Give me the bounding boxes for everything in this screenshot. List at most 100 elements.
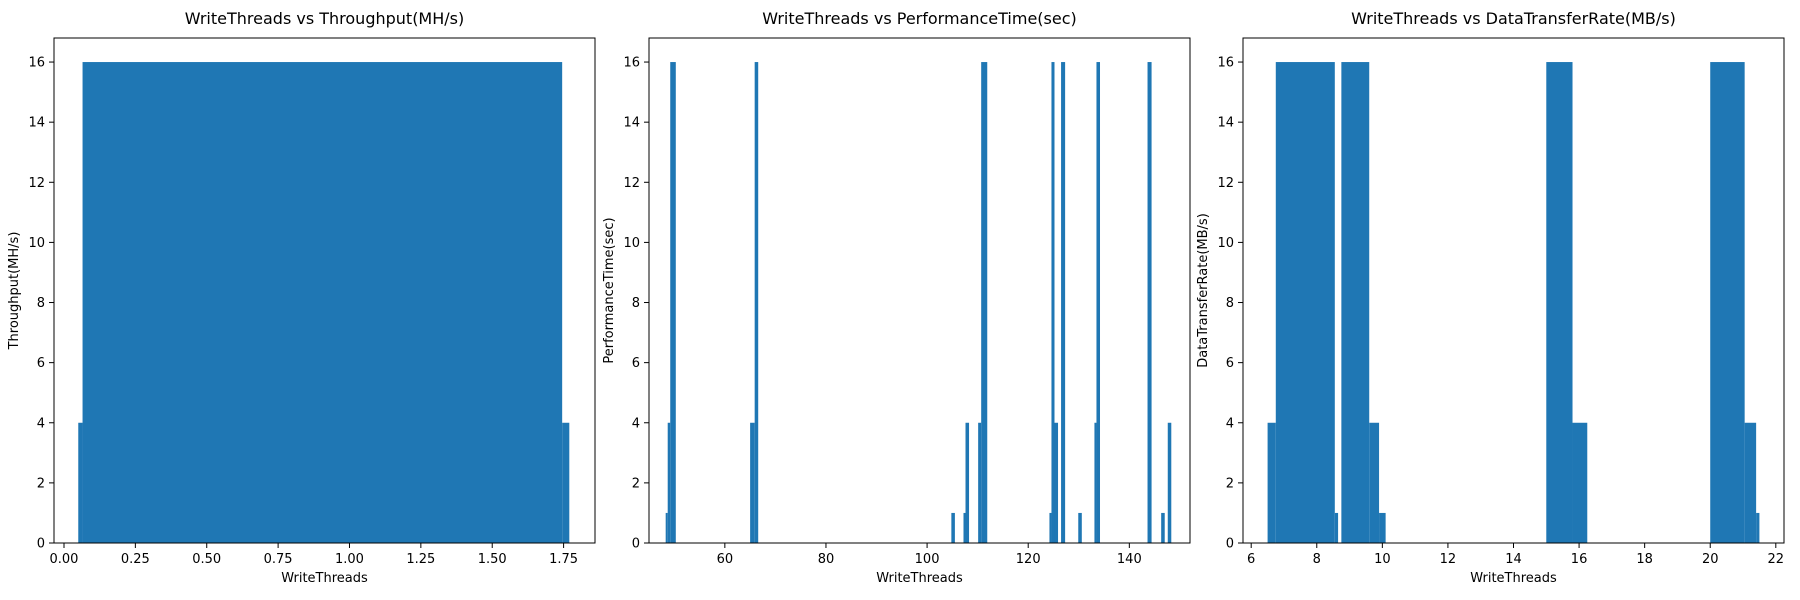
chart-panel-3: 6 8 10 12 14 16 18 20 22 0 2 4 6 8 10 12 14 16 WriteThread…: [1196, 9, 1785, 586]
bar: [562, 422, 570, 543]
y-tick-label: 14: [28, 116, 45, 131]
bar: [1094, 422, 1097, 543]
bar: [1051, 62, 1055, 544]
y-tick-label: 16: [28, 56, 45, 71]
bar: [1147, 62, 1152, 544]
bar: [1710, 62, 1745, 544]
y-tick-label: 16: [1217, 56, 1234, 71]
y-tick-label: 10: [28, 236, 45, 251]
bar: [1572, 422, 1588, 543]
bar: [978, 422, 982, 543]
x-tick-label: 14: [1505, 552, 1522, 567]
bar: [667, 422, 671, 543]
bar: [1756, 512, 1760, 543]
bars: [1267, 62, 1760, 544]
bar: [670, 62, 676, 544]
y-tick-label: 4: [37, 416, 45, 431]
y-tick-label: 8: [37, 296, 45, 311]
y-tick-label: 8: [632, 296, 640, 311]
chart-panel-1: 0.00 0.25 0.50 0.75 1.00 1.25 1.50 1.75 0 2 4 6 8 10 1…: [7, 9, 596, 586]
x-tick-label: 0.50: [192, 552, 221, 567]
bar: [1267, 422, 1276, 543]
y-tick-label: 6: [632, 356, 640, 371]
bar: [1379, 512, 1386, 543]
bar: [1341, 62, 1370, 544]
y-tick-label: 0: [37, 537, 45, 552]
chart-title: WriteThreads vs DataTransferRate(MB/s): [1351, 9, 1676, 28]
bar: [1334, 512, 1339, 543]
y-tick-label: 8: [1226, 296, 1234, 311]
x-axis-label: WriteThreads: [1470, 571, 1557, 586]
x-tick-label: 8: [1313, 552, 1321, 567]
chart-title: WriteThreads vs PerformanceTime(sec): [762, 9, 1077, 28]
x-tick-label: 22: [1768, 552, 1785, 567]
x-axis-label: WriteThreads: [281, 571, 368, 586]
x-tick-label: 18: [1636, 552, 1653, 567]
x-tick-label: 1.75: [549, 552, 578, 567]
x-tick-label: 6: [1247, 552, 1255, 567]
x-tick-label: 1.50: [478, 552, 507, 567]
x-tick-label: 120: [1016, 552, 1041, 567]
bar: [1061, 62, 1066, 544]
chart-title: WriteThreads vs Throughput(MH/s): [185, 9, 464, 28]
y-tick-label: 4: [632, 416, 640, 431]
y-tick-label: 6: [1226, 356, 1234, 371]
x-tick-label: 0.00: [50, 552, 79, 567]
y-tick-label: 16: [623, 56, 640, 71]
bars: [665, 62, 1172, 544]
chart-panel-2: 60 80 100 120 140 0 2 4 6 8 10 12 14 16 WriteThreads v…: [602, 9, 1191, 586]
x-tick-label: 140: [1117, 552, 1142, 567]
bar: [82, 62, 563, 544]
y-tick-label: 2: [1226, 476, 1234, 491]
bar: [750, 422, 755, 543]
x-axis-label: WriteThreads: [876, 571, 963, 586]
y-tick-label: 2: [632, 476, 640, 491]
y-tick-label: 10: [623, 236, 640, 251]
y-tick-label: 4: [1226, 416, 1234, 431]
bar: [981, 62, 988, 544]
bar: [1161, 512, 1165, 543]
axes-frame: [53, 37, 596, 544]
x-tick-label: 20: [1702, 552, 1719, 567]
bar: [1054, 422, 1059, 543]
y-tick-label: 0: [1226, 537, 1234, 552]
y-tick-label: 12: [623, 176, 640, 191]
y-tick-label: 14: [623, 116, 640, 131]
y-tick-label: 10: [1217, 236, 1234, 251]
bar: [963, 512, 966, 543]
x-tick-label: 12: [1440, 552, 1457, 567]
x-tick-label: 1.25: [406, 552, 435, 567]
x-tick-label: 1.00: [335, 552, 364, 567]
bar: [665, 512, 668, 543]
y-tick-label: 12: [28, 176, 45, 191]
axes-frame: [648, 37, 1191, 544]
bar: [1167, 422, 1172, 543]
bars: [78, 62, 570, 544]
bar: [754, 62, 759, 544]
x-tick-label: 10: [1374, 552, 1391, 567]
y-axis-label: PerformanceTime(sec): [602, 217, 617, 363]
bar: [965, 422, 970, 543]
y-tick-label: 12: [1217, 176, 1234, 191]
x-tick-label: 100: [915, 552, 940, 567]
bar: [1275, 62, 1335, 544]
bar: [951, 512, 955, 543]
y-axis-label: Throughput(MH/s): [7, 232, 22, 351]
x-tick-label: 80: [818, 552, 835, 567]
bar: [1096, 62, 1101, 544]
x-tick-label: 0.75: [264, 552, 293, 567]
bar: [1744, 422, 1757, 543]
y-tick-label: 0: [632, 537, 640, 552]
y-tick-label: 14: [1217, 116, 1234, 131]
y-tick-label: 6: [37, 356, 45, 371]
y-axis-label: DataTransferRate(MB/s): [1196, 213, 1211, 368]
y-tick-label: 2: [37, 476, 45, 491]
bar: [1049, 512, 1052, 543]
bar: [1078, 512, 1082, 543]
bar: [78, 422, 83, 543]
bar: [1369, 422, 1380, 543]
x-tick-label: 0.25: [121, 552, 150, 567]
x-tick-label: 60: [717, 552, 734, 567]
x-tick-label: 16: [1571, 552, 1588, 567]
